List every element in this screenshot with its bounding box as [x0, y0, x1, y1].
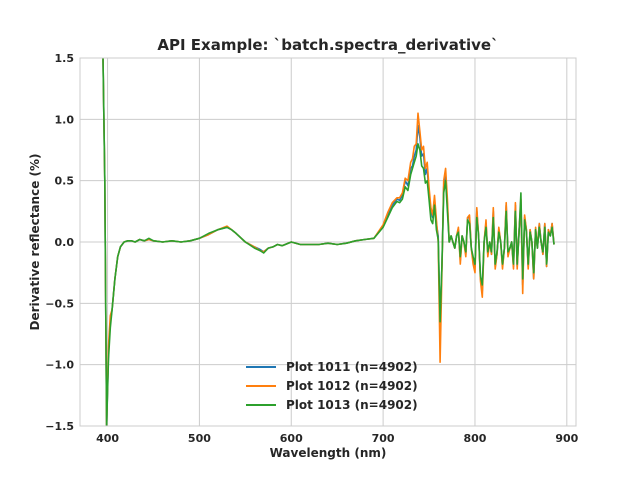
series-lines	[102, 58, 555, 426]
x-tick-label: 400	[96, 432, 119, 445]
legend-label: Plot 1013 (n=4902)	[286, 398, 418, 412]
legend-entry: Plot 1011 (n=4902)	[246, 360, 418, 374]
x-axis-label: Wavelength (nm)	[270, 446, 387, 460]
y-tick-label: −0.5	[45, 297, 74, 310]
legend: Plot 1011 (n=4902) Plot 1012 (n=4902) Pl…	[246, 360, 418, 412]
y-tick-label: −1.0	[45, 359, 74, 372]
y-tick-label: 1.0	[55, 113, 75, 126]
y-axis-label: Derivative reflectance (%)	[28, 153, 42, 330]
x-tick-label: 900	[555, 432, 578, 445]
y-tick-labels: −1.5 −1.0 −0.5 0.0 0.5 1.0 1.5	[45, 52, 74, 433]
axes-frame	[79, 57, 577, 427]
legend-entry: Plot 1012 (n=4902)	[246, 379, 418, 393]
x-tick-label: 700	[372, 432, 395, 445]
x-tick-label: 800	[463, 432, 486, 445]
x-tick-label: 600	[280, 432, 303, 445]
chart-title: API Example: `batch.spectra_derivative`	[157, 36, 498, 54]
legend-label: Plot 1011 (n=4902)	[286, 360, 418, 374]
legend-label: Plot 1012 (n=4902)	[286, 379, 418, 393]
y-tick-label: 1.5	[55, 52, 75, 65]
y-tick-label: 0.0	[55, 236, 75, 249]
y-tick-label: −1.5	[45, 420, 74, 433]
legend-entry: Plot 1013 (n=4902)	[246, 398, 418, 412]
y-tick-label: 0.5	[55, 175, 75, 188]
x-tick-label: 500	[188, 432, 211, 445]
series-line-3	[102, 58, 555, 426]
x-tick-labels: 400 500 600 700 800 900	[96, 432, 579, 445]
